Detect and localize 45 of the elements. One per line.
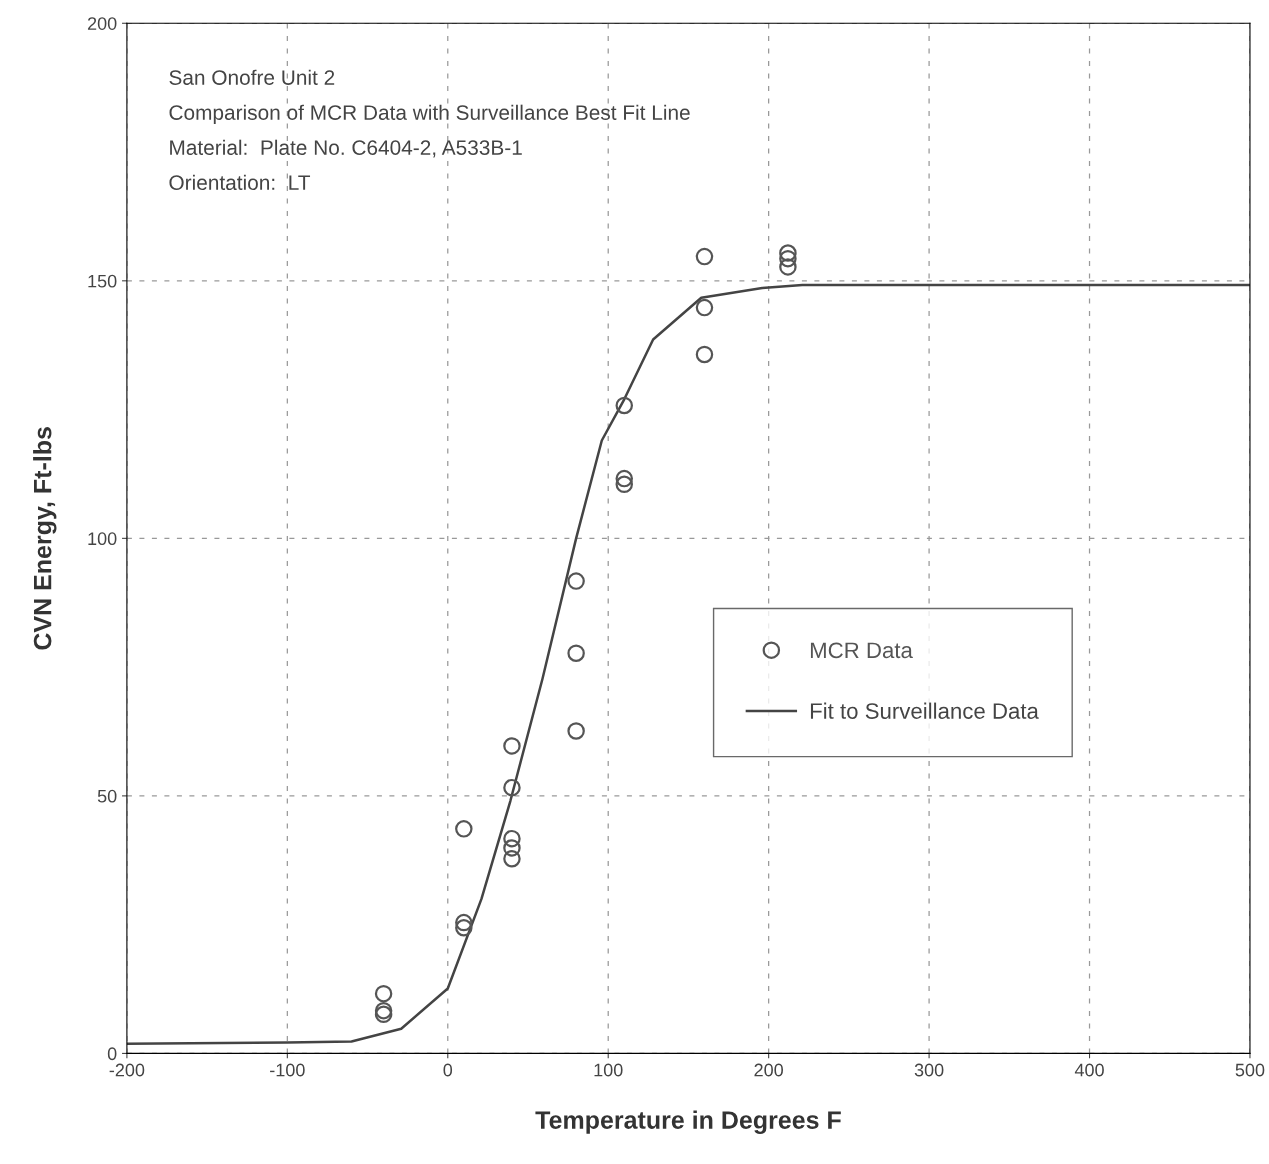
x-tick-label: 100: [594, 1063, 623, 1077]
y-tick-label: 200: [87, 17, 117, 30]
x-tick-label: -200: [109, 1063, 145, 1077]
point: [374, 1005, 393, 1024]
point: [503, 849, 521, 868]
point: [695, 345, 714, 364]
point: [503, 839, 521, 857]
point: [503, 829, 521, 848]
annotation: San Onofre Unit 2: [169, 69, 335, 85]
x-tick-label: 300: [914, 1063, 944, 1077]
point: [567, 572, 585, 590]
y-tick-label: 50: [97, 789, 117, 803]
point: [695, 247, 714, 266]
point: [615, 469, 634, 488]
point: [374, 984, 393, 1003]
y-tick-label: 0: [107, 1047, 117, 1061]
point: [503, 737, 521, 755]
point: [779, 244, 797, 262]
x-tick-label: -100: [270, 1063, 305, 1077]
point: [567, 644, 585, 662]
y-tick-label: 150: [88, 274, 117, 288]
legend-label: MCR Data: [810, 642, 913, 659]
x-tick-label: 400: [1074, 1063, 1104, 1077]
point: [615, 475, 634, 494]
point: [779, 249, 797, 268]
point: [455, 918, 473, 937]
legend-label: Fit to Surveillance Data: [810, 702, 1039, 719]
point: [695, 298, 714, 317]
x-tick-label: 200: [754, 1063, 784, 1077]
annotation: Comparison of MCR Data with Surveillance Best Fit Line: [169, 104, 690, 125]
x-tick-label: 0: [443, 1063, 453, 1077]
point: [374, 1001, 393, 1020]
x-axis-title: Temperature in Degrees F: [535, 1110, 841, 1134]
y-tick-label: 100: [88, 532, 117, 546]
line-series: [126, 283, 1250, 1045]
point: [455, 820, 473, 838]
y-axis-title: CVN Energy, Ft-lbs: [33, 427, 57, 650]
point: [567, 722, 585, 740]
point: [455, 913, 473, 932]
point: [503, 778, 521, 797]
point: [779, 258, 797, 276]
annotation: Material: Plate No. C6404-2, A533B-1: [170, 139, 522, 158]
annotation: Orientation: LT: [169, 174, 311, 191]
point: [615, 396, 634, 415]
x-tick-label: 500: [1235, 1063, 1265, 1077]
